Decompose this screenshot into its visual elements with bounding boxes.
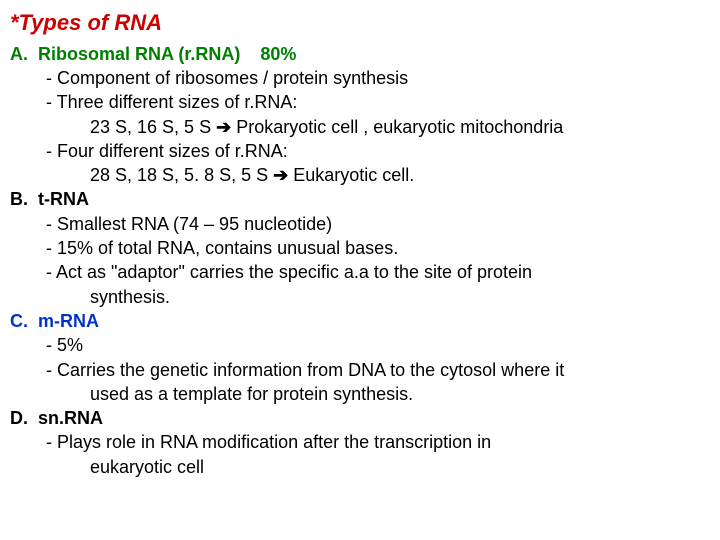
arrow-icon: ➔: [273, 165, 288, 185]
b-line-3: - Act as "adaptor" carries the specific …: [10, 260, 710, 284]
a-line-1: - Component of ribosomes / protein synth…: [10, 66, 710, 90]
b-line-3b: synthesis.: [10, 285, 710, 309]
c-line-2b: used as a template for protein synthesis…: [10, 382, 710, 406]
a-line-5: 28 S, 18 S, 5. 8 S, 5 S ➔ Eukaryotic cel…: [10, 163, 710, 187]
c-line-2: - Carries the genetic information from D…: [10, 358, 710, 382]
d-line-1b: eukaryotic cell: [10, 455, 710, 479]
b-line-1: - Smallest RNA (74 – 95 nucleotide): [10, 212, 710, 236]
arrow-icon: ➔: [216, 117, 231, 137]
section-b-heading: B. t-RNA: [10, 187, 710, 211]
a-line-4: - Four different sizes of r.RNA:: [10, 139, 710, 163]
section-d-heading: D. sn.RNA: [10, 406, 710, 430]
c-line-1: - 5%: [10, 333, 710, 357]
d-line-1: - Plays role in RNA modification after t…: [10, 430, 710, 454]
a-line-3: 23 S, 16 S, 5 S ➔ Prokaryotic cell , euk…: [10, 115, 710, 139]
page-title: *Types of RNA: [10, 8, 710, 38]
section-c-heading: C. m-RNA: [10, 309, 710, 333]
a-line-2: - Three different sizes of r.RNA:: [10, 90, 710, 114]
section-a-heading: A. Ribosomal RNA (r.RNA) 80%: [10, 42, 710, 66]
b-line-2: - 15% of total RNA, contains unusual bas…: [10, 236, 710, 260]
